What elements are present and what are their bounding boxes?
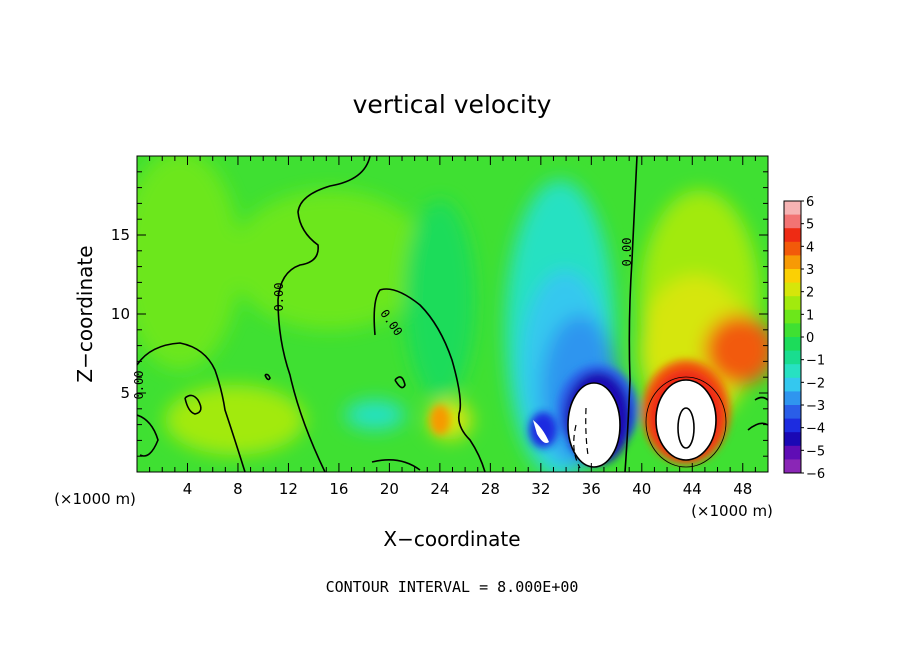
colorbar-label: 6	[806, 195, 814, 210]
colorbar-swatch	[784, 364, 801, 379]
x-tick-label: 20	[380, 480, 399, 498]
updraft-core	[656, 380, 716, 460]
colorbar-label: −1	[806, 354, 825, 369]
colorbar-swatch	[784, 201, 801, 216]
x-tick-label: 16	[329, 480, 348, 498]
colorbar-swatch	[784, 377, 801, 392]
dashed-contours	[573, 407, 589, 469]
colorbar-label: 4	[806, 240, 814, 255]
colorbar-swatch	[784, 282, 801, 297]
x-tick-label: 4	[183, 480, 193, 498]
colorbar-swatch	[784, 241, 801, 256]
colorbar-swatch	[784, 228, 801, 243]
colorbar-swatch	[784, 459, 801, 474]
x-unit-right: (×1000 m)	[691, 502, 773, 520]
colorbar-label: 5	[806, 218, 814, 233]
contour-label: 0.00	[132, 371, 146, 400]
x-tick-label: 28	[481, 480, 500, 498]
colorbar-label: −2	[806, 376, 825, 391]
y-axis: 5 10 15	[111, 171, 768, 457]
colorbar-label: −6	[806, 467, 825, 482]
x-tick-label: 32	[531, 480, 550, 498]
x-tick-label: 44	[683, 480, 702, 498]
x-tick-label: 12	[279, 480, 298, 498]
colorbar-swatch	[784, 350, 801, 365]
x-tick-label: 48	[733, 480, 752, 498]
colorbar-swatch	[784, 337, 801, 352]
colorbar-label: 3	[806, 263, 814, 278]
x-unit-left: (×1000 m)	[54, 490, 136, 508]
contour-lines	[137, 156, 768, 472]
colorbar-swatch	[784, 255, 801, 270]
colorbar-swatch	[784, 269, 801, 284]
x-tick-label: 36	[582, 480, 601, 498]
colorbar-swatch	[784, 445, 801, 460]
y-tick-label: 5	[120, 384, 130, 402]
plot-area	[137, 156, 768, 472]
colorbar-label: 1	[806, 308, 814, 323]
thin-contours	[645, 376, 727, 468]
colorbar-swatch	[784, 323, 801, 338]
small-core	[533, 420, 549, 443]
y-axis-label: Z−coordinate	[73, 245, 97, 382]
colorbar-swatch	[784, 296, 801, 311]
contour-label: 0.00	[620, 238, 634, 267]
chart-title: vertical velocity	[353, 90, 552, 119]
colorbar-label: −3	[806, 399, 825, 414]
y-tick-label: 15	[111, 226, 130, 244]
y-tick-label: 10	[111, 305, 130, 323]
colorbar-swatch	[784, 214, 801, 229]
colorbar-swatch	[784, 432, 801, 447]
colorbar-swatch	[784, 309, 801, 324]
x-axis-label: X−coordinate	[383, 527, 520, 551]
contour-label: 0.00	[272, 283, 286, 312]
colorbar-label: 0	[806, 331, 814, 346]
colorbar-swatch	[784, 405, 801, 420]
colorbar-swatch	[784, 391, 801, 406]
x-tick-label: 8	[233, 480, 243, 498]
downdraft-core	[568, 383, 620, 467]
x-axis: 4 8 12 16 20 24 28 32 36 40 44 48	[149, 156, 756, 498]
contour-interval: CONTOUR INTERVAL = 8.000E+00	[326, 578, 579, 596]
colorbar-label: −5	[806, 444, 825, 459]
colorbar-swatch	[784, 418, 801, 433]
colorbar-label: −4	[806, 422, 825, 437]
colorbar: 6 5 4 3 2 1 0 −1 −2 −3 −4 −5 −6	[783, 195, 825, 482]
x-tick-label: 24	[430, 480, 449, 498]
colorbar-label: 2	[806, 286, 814, 301]
x-tick-label: 40	[632, 480, 651, 498]
